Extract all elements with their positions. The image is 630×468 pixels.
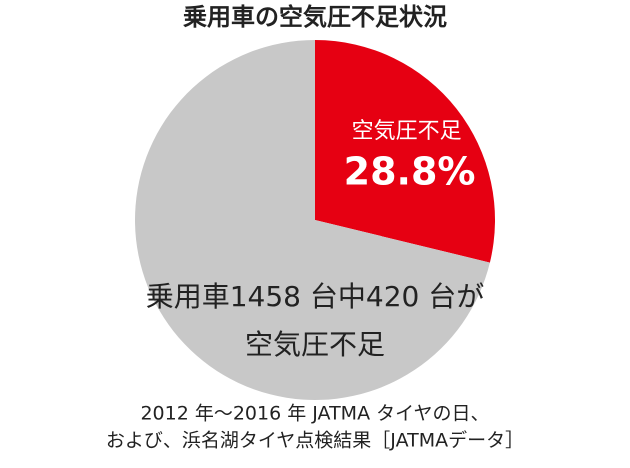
annotation: 空気圧不足 xyxy=(245,328,385,361)
slice-value-label: 28.8% xyxy=(344,150,476,194)
pie-slice xyxy=(315,40,495,263)
note: および、浜名湖タイヤ点検結果［JATMAデータ］ xyxy=(106,430,524,452)
annotation: 乗用車1458 台中420 台が xyxy=(146,280,485,313)
pie-slice xyxy=(135,40,490,400)
note: 2012 年～2016 年 JATMA タイヤの日、 xyxy=(140,403,489,425)
chart-title: 乗用車の空気圧不足状況 xyxy=(183,3,447,31)
slice-label: 空気圧不足 xyxy=(352,119,462,144)
